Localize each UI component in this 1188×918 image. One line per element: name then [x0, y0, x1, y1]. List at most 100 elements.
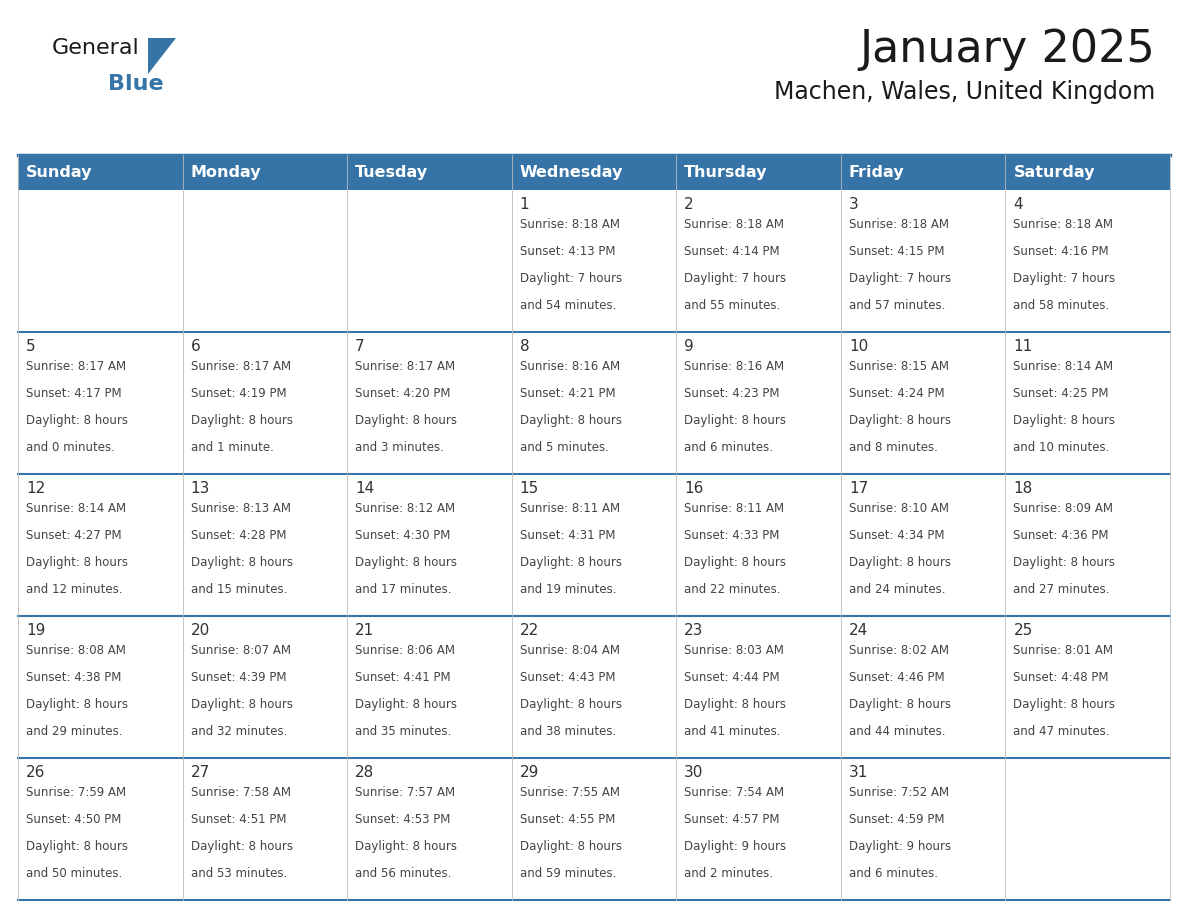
Text: Sunrise: 8:08 AM: Sunrise: 8:08 AM	[26, 644, 126, 657]
Bar	[512, 332, 676, 474]
Text: 9: 9	[684, 339, 694, 354]
Bar	[1005, 474, 1170, 616]
Text: Daylight: 8 hours: Daylight: 8 hours	[190, 699, 292, 711]
Text: and 41 minutes.: and 41 minutes.	[684, 725, 781, 738]
Bar	[18, 474, 183, 616]
Text: Sunrise: 8:11 AM: Sunrise: 8:11 AM	[519, 502, 620, 515]
Text: Daylight: 8 hours: Daylight: 8 hours	[684, 699, 786, 711]
Text: 7: 7	[355, 339, 365, 354]
Text: and 58 minutes.: and 58 minutes.	[1013, 299, 1110, 312]
Text: Sunset: 4:55 PM: Sunset: 4:55 PM	[519, 813, 615, 826]
Text: and 17 minutes.: and 17 minutes.	[355, 584, 451, 597]
Bar	[18, 155, 183, 190]
Text: and 5 minutes.: and 5 minutes.	[519, 442, 608, 454]
Bar	[841, 474, 1005, 616]
Text: Sunset: 4:28 PM: Sunset: 4:28 PM	[190, 529, 286, 543]
Text: Daylight: 8 hours: Daylight: 8 hours	[849, 699, 950, 711]
Text: Sunrise: 8:17 AM: Sunrise: 8:17 AM	[26, 360, 126, 373]
Text: 20: 20	[190, 623, 210, 638]
Text: and 50 minutes.: and 50 minutes.	[26, 868, 122, 880]
Text: Sunrise: 8:17 AM: Sunrise: 8:17 AM	[190, 360, 291, 373]
Text: and 32 minutes.: and 32 minutes.	[190, 725, 287, 738]
Bar	[676, 758, 841, 900]
Bar	[347, 758, 512, 900]
Text: Sunset: 4:36 PM: Sunset: 4:36 PM	[1013, 529, 1108, 543]
Text: Sunrise: 8:18 AM: Sunrise: 8:18 AM	[684, 218, 784, 231]
Text: Sunset: 4:27 PM: Sunset: 4:27 PM	[26, 529, 121, 543]
Text: Sunrise: 7:52 AM: Sunrise: 7:52 AM	[849, 786, 949, 799]
Text: Sunset: 4:21 PM: Sunset: 4:21 PM	[519, 387, 615, 400]
Bar	[512, 155, 676, 190]
Text: 16: 16	[684, 481, 703, 496]
Text: Daylight: 8 hours: Daylight: 8 hours	[355, 840, 457, 854]
Text: 11: 11	[1013, 339, 1032, 354]
Text: Sunrise: 8:02 AM: Sunrise: 8:02 AM	[849, 644, 949, 657]
Text: Sunrise: 7:59 AM: Sunrise: 7:59 AM	[26, 786, 126, 799]
Text: and 44 minutes.: and 44 minutes.	[849, 725, 946, 738]
Text: Sunset: 4:38 PM: Sunset: 4:38 PM	[26, 671, 121, 684]
Text: 2: 2	[684, 197, 694, 212]
Text: Sunrise: 7:54 AM: Sunrise: 7:54 AM	[684, 786, 784, 799]
Text: Daylight: 8 hours: Daylight: 8 hours	[190, 556, 292, 569]
Text: 28: 28	[355, 765, 374, 780]
Text: Sunset: 4:48 PM: Sunset: 4:48 PM	[1013, 671, 1108, 684]
Text: and 12 minutes.: and 12 minutes.	[26, 584, 122, 597]
Text: Sunset: 4:39 PM: Sunset: 4:39 PM	[190, 671, 286, 684]
Text: Sunrise: 8:18 AM: Sunrise: 8:18 AM	[519, 218, 620, 231]
Text: Daylight: 8 hours: Daylight: 8 hours	[684, 556, 786, 569]
Text: Daylight: 8 hours: Daylight: 8 hours	[26, 414, 128, 427]
Bar	[18, 616, 183, 758]
Bar	[18, 190, 183, 332]
Polygon shape	[148, 38, 176, 74]
Text: Sunrise: 8:07 AM: Sunrise: 8:07 AM	[190, 644, 291, 657]
Text: Sunset: 4:34 PM: Sunset: 4:34 PM	[849, 529, 944, 543]
Text: Daylight: 7 hours: Daylight: 7 hours	[1013, 273, 1116, 285]
Text: Sunset: 4:25 PM: Sunset: 4:25 PM	[1013, 387, 1108, 400]
Bar	[512, 190, 676, 332]
Text: Daylight: 8 hours: Daylight: 8 hours	[26, 699, 128, 711]
Text: Sunset: 4:43 PM: Sunset: 4:43 PM	[519, 671, 615, 684]
Text: Machen, Wales, United Kingdom: Machen, Wales, United Kingdom	[773, 80, 1155, 104]
Text: and 24 minutes.: and 24 minutes.	[849, 584, 946, 597]
Text: and 53 minutes.: and 53 minutes.	[190, 868, 286, 880]
Bar	[1005, 758, 1170, 900]
Text: 17: 17	[849, 481, 868, 496]
Text: Sunrise: 8:12 AM: Sunrise: 8:12 AM	[355, 502, 455, 515]
Text: Daylight: 8 hours: Daylight: 8 hours	[26, 556, 128, 569]
Text: 30: 30	[684, 765, 703, 780]
Text: Sunset: 4:15 PM: Sunset: 4:15 PM	[849, 245, 944, 258]
Text: 12: 12	[26, 481, 45, 496]
Text: Wednesday: Wednesday	[519, 165, 623, 180]
Bar	[676, 616, 841, 758]
Text: Sunset: 4:51 PM: Sunset: 4:51 PM	[190, 813, 286, 826]
Text: Sunset: 4:57 PM: Sunset: 4:57 PM	[684, 813, 779, 826]
Text: 5: 5	[26, 339, 36, 354]
Text: Sunset: 4:14 PM: Sunset: 4:14 PM	[684, 245, 779, 258]
Text: Daylight: 9 hours: Daylight: 9 hours	[684, 840, 786, 854]
Text: Daylight: 8 hours: Daylight: 8 hours	[519, 840, 621, 854]
Text: and 6 minutes.: and 6 minutes.	[849, 868, 937, 880]
Text: Sunrise: 8:13 AM: Sunrise: 8:13 AM	[190, 502, 291, 515]
Text: 13: 13	[190, 481, 210, 496]
Text: 22: 22	[519, 623, 539, 638]
Text: Blue: Blue	[108, 74, 164, 94]
Bar	[676, 190, 841, 332]
Text: 23: 23	[684, 623, 703, 638]
Text: and 2 minutes.: and 2 minutes.	[684, 868, 773, 880]
Text: Daylight: 8 hours: Daylight: 8 hours	[355, 414, 457, 427]
Text: Daylight: 8 hours: Daylight: 8 hours	[684, 414, 786, 427]
Text: Thursday: Thursday	[684, 165, 767, 180]
Text: and 1 minute.: and 1 minute.	[190, 442, 273, 454]
Text: Tuesday: Tuesday	[355, 165, 428, 180]
Text: Daylight: 8 hours: Daylight: 8 hours	[519, 414, 621, 427]
Text: Sunrise: 8:17 AM: Sunrise: 8:17 AM	[355, 360, 455, 373]
Text: Sunset: 4:59 PM: Sunset: 4:59 PM	[849, 813, 944, 826]
Text: Sunset: 4:53 PM: Sunset: 4:53 PM	[355, 813, 450, 826]
Text: Sunrise: 8:04 AM: Sunrise: 8:04 AM	[519, 644, 620, 657]
Bar	[183, 616, 347, 758]
Text: Sunset: 4:30 PM: Sunset: 4:30 PM	[355, 529, 450, 543]
Bar	[1005, 155, 1170, 190]
Bar	[183, 190, 347, 332]
Text: Sunrise: 8:10 AM: Sunrise: 8:10 AM	[849, 502, 949, 515]
Bar	[347, 332, 512, 474]
